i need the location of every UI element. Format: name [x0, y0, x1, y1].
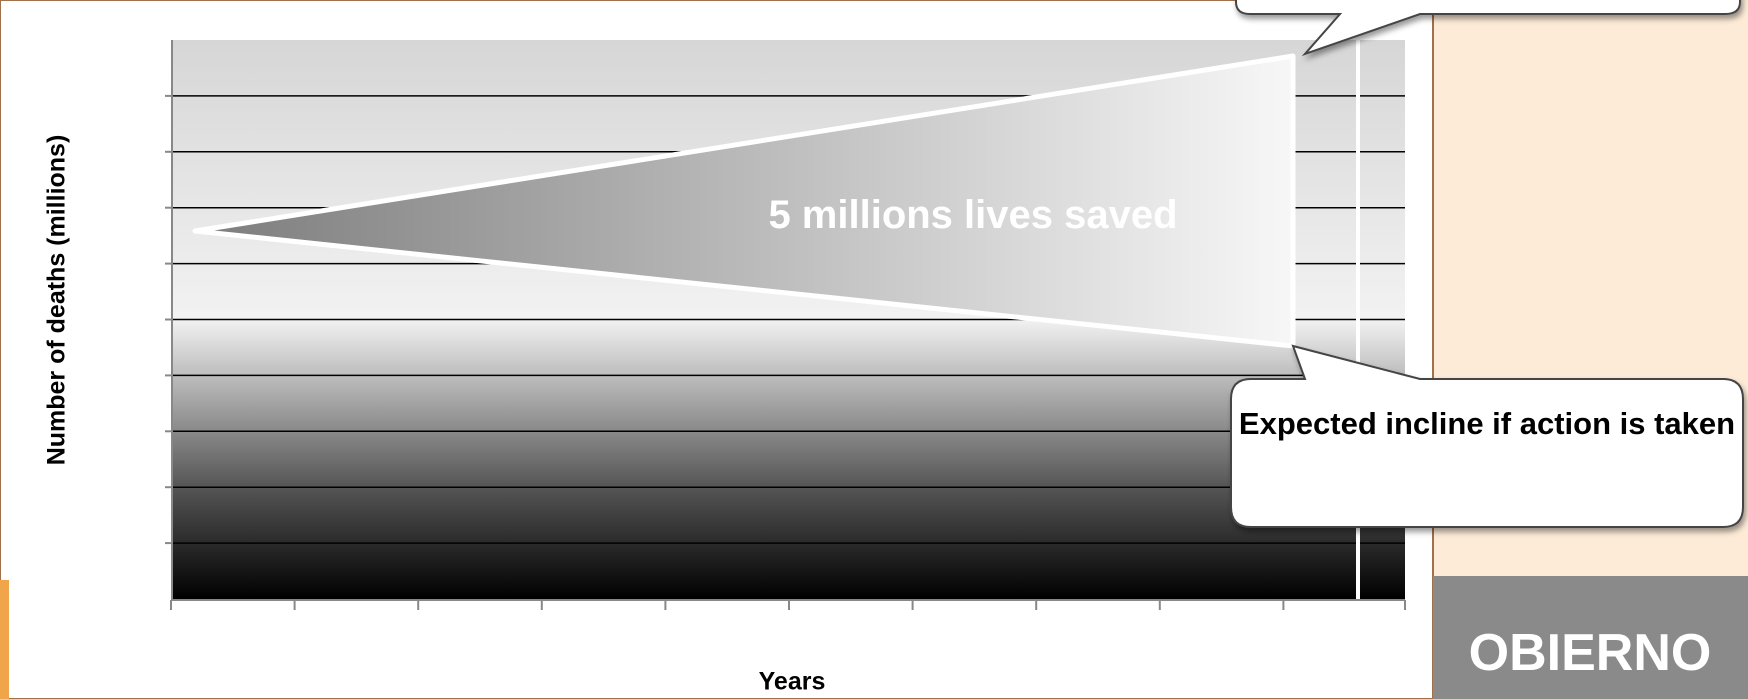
savings-wedge [192, 53, 1296, 349]
x-ticks [170, 600, 1406, 610]
logo-box [1433, 576, 1748, 699]
callout-box: Expected incline if action is taken [1238, 406, 1736, 441]
annotation: 5 millions lives saved [768, 193, 1177, 237]
x-axis-label: Years [759, 668, 826, 696]
callout [1230, 344, 1744, 528]
logo-text: OBIERNO [1469, 624, 1712, 682]
accent-bar [0, 580, 9, 699]
top-callout [1235, 0, 1741, 57]
callout-text: Expected incline if action is taken [1238, 406, 1736, 441]
y-axis-label: Number of deaths (millions) [43, 135, 71, 466]
